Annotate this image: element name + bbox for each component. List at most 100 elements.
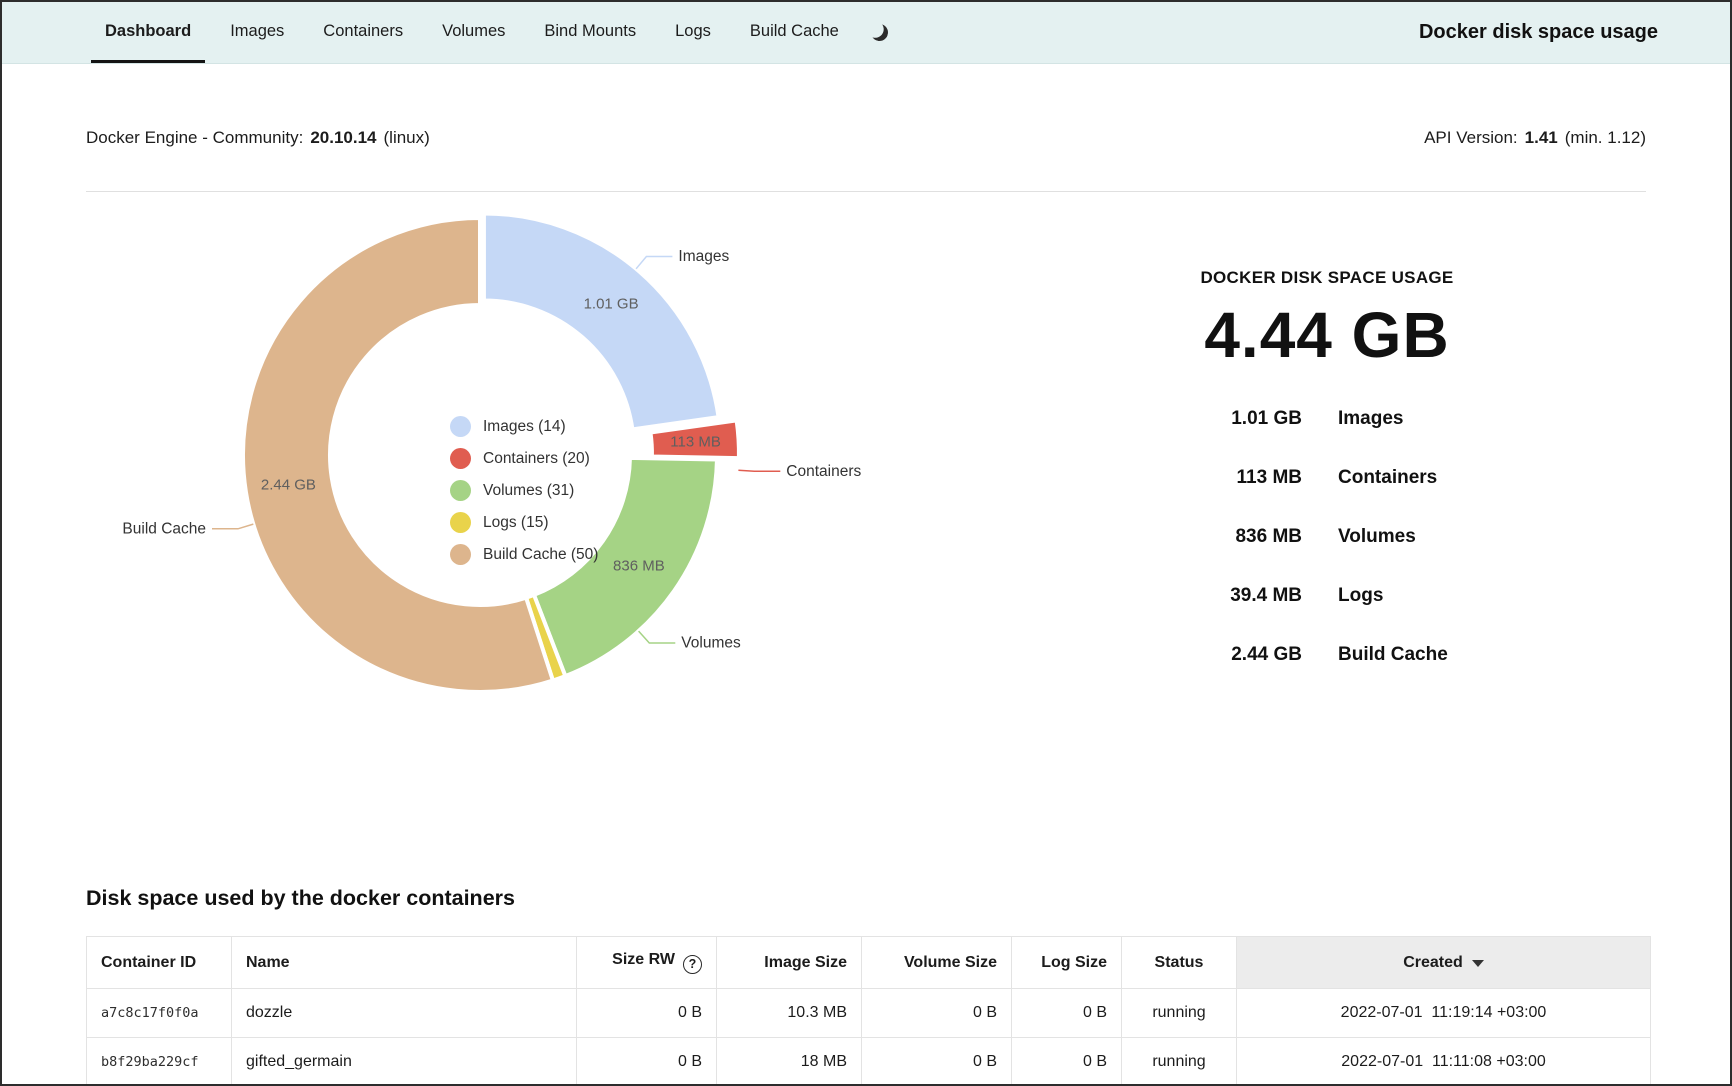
slice-size-label-build-cache: 2.44 GB xyxy=(261,477,316,494)
column-label: Size RW xyxy=(612,951,675,969)
api-version-label: API Version: xyxy=(1424,128,1518,147)
tab-logs[interactable]: Logs xyxy=(675,21,711,40)
legend-label: Logs (15) xyxy=(483,513,549,531)
summary-value: 113 MB xyxy=(1236,467,1302,488)
summary-value: 2.44 GB xyxy=(1231,644,1302,665)
cell-created: 2022-07-01 11:19:14 +03:00 xyxy=(1236,988,1651,1038)
summary-value: 1.01 GB xyxy=(1231,408,1302,429)
chart-legend: Images (14) Containers (20) Volumes (31) Lo… xyxy=(450,416,598,565)
cell-volume_size: 0 B xyxy=(861,1037,1012,1084)
slice-name-label-volumes: Volumes xyxy=(681,635,741,652)
api-version-info: API Version: 1.41 (min. 1.12) xyxy=(1424,128,1646,148)
sort-desc-icon xyxy=(1471,959,1484,967)
cell-container_id: a7c8c17f0f0a xyxy=(86,988,232,1038)
containers-table: Container ID Name Size RW? Image Size Volume… xyxy=(86,936,1651,1084)
legend-label: Images (14) xyxy=(483,417,566,435)
column-header-volume_size[interactable]: Volume Size xyxy=(861,936,1012,989)
summary-row-volumes: 836 MB Volumes xyxy=(1102,526,1552,548)
column-header-size_rw[interactable]: Size RW? xyxy=(576,936,717,989)
summary-label: Volumes xyxy=(1338,526,1416,547)
tab-build-cache[interactable]: Build Cache xyxy=(749,21,839,40)
api-version-value: 1.41 xyxy=(1524,128,1558,147)
column-header-status[interactable]: Status xyxy=(1121,936,1237,989)
legend-dot-images xyxy=(450,416,471,437)
slice-leader-line-build-cache xyxy=(212,523,254,530)
legend-label: Build Cache (50) xyxy=(483,545,599,563)
legend-dot-build-cache xyxy=(450,544,471,565)
cell-size_rw: 0 B xyxy=(576,988,717,1038)
column-header-container_id[interactable]: Container ID xyxy=(86,936,232,989)
table-header: Container ID Name Size RW? Image Size Volume… xyxy=(86,936,1651,989)
summary-value: 39.4 MB xyxy=(1230,585,1302,606)
cell-status: running xyxy=(1121,988,1237,1038)
tab-volumes[interactable]: Volumes xyxy=(442,21,506,40)
slice-leader-line-images xyxy=(635,255,673,270)
tab-images[interactable]: Images xyxy=(230,21,285,40)
summary-label: Build Cache xyxy=(1338,644,1448,665)
slice-name-label-containers: Containers xyxy=(786,463,861,480)
column-label: Log Size xyxy=(1041,953,1107,971)
legend-dot-containers xyxy=(450,448,471,469)
legend-item-build-cache[interactable]: Build Cache (50) xyxy=(450,544,598,565)
slice-size-label-containers: 113 MB xyxy=(670,433,721,450)
cell-status: running xyxy=(1121,1037,1237,1084)
donut-slice-build-cache[interactable] xyxy=(241,216,555,694)
column-label: Image Size xyxy=(764,953,847,971)
donut-slice-images[interactable] xyxy=(481,211,721,432)
cell-log_size: 0 B xyxy=(1011,988,1122,1038)
cell-volume_size: 0 B xyxy=(861,988,1012,1038)
engine-info-row: Docker Engine - Community: 20.10.14 (lin… xyxy=(86,128,1646,148)
summary-label: Logs xyxy=(1338,585,1384,606)
column-header-log_size[interactable]: Log Size xyxy=(1011,936,1122,989)
slice-leader-line-containers xyxy=(738,469,781,473)
page-title: Docker disk space usage xyxy=(1418,21,1658,43)
table-header-row: Container ID Name Size RW? Image Size Volume… xyxy=(86,936,1651,989)
slice-name-label-build-cache: Build Cache xyxy=(122,520,206,537)
column-header-image_size[interactable]: Image Size xyxy=(716,936,862,989)
legend-label: Containers (20) xyxy=(483,449,590,467)
legend-dot-volumes xyxy=(450,480,471,501)
cell-name: dozzle xyxy=(231,988,577,1038)
moon-icon xyxy=(869,22,890,43)
column-label: Volume Size xyxy=(903,953,997,971)
cell-container_id: b8f29ba229cf xyxy=(86,1037,232,1084)
cell-size_rw: 0 B xyxy=(576,1037,717,1084)
theme-toggle-button[interactable] xyxy=(871,2,888,63)
slice-size-label-images: 1.01 GB xyxy=(584,296,639,313)
legend-dot-logs xyxy=(450,512,471,533)
tab-bind-mounts[interactable]: Bind Mounts xyxy=(544,21,637,40)
nav-tabs: Dashboard Images Containers Volumes Bind Mou… xyxy=(2,2,853,63)
api-version-min: (min. 1.12) xyxy=(1564,128,1646,147)
legend-item-images[interactable]: Images (14) xyxy=(450,416,598,437)
disk-usage-summary: DOCKER DISK SPACE USAGE 4.44 GB 1.01 GB I… xyxy=(1102,268,1552,666)
tab-containers[interactable]: Containers xyxy=(323,21,404,40)
donut-chart: 1.01 GB Images 113 MB Containers 836 MB Volum… xyxy=(122,211,862,694)
legend-label: Volumes (31) xyxy=(483,481,575,499)
help-icon[interactable]: ? xyxy=(683,954,702,974)
top-navigation: Dashboard Images Containers Volumes Bind Mou… xyxy=(2,2,1730,64)
column-label: Status xyxy=(1154,953,1204,971)
summary-row-build-cache: 2.44 GB Build Cache xyxy=(1102,644,1552,666)
engine-version: 20.10.14 xyxy=(310,128,377,147)
legend-item-volumes[interactable]: Volumes (31) xyxy=(450,480,598,501)
engine-info: Docker Engine - Community: 20.10.14 (lin… xyxy=(86,128,430,148)
summary-row-images: 1.01 GB Images xyxy=(1102,408,1552,430)
legend-item-logs[interactable]: Logs (15) xyxy=(450,512,598,533)
cell-image_size: 10.3 MB xyxy=(716,988,862,1038)
cell-log_size: 0 B xyxy=(1011,1037,1122,1084)
engine-platform: (linux) xyxy=(383,128,430,147)
engine-label: Docker Engine - Community: xyxy=(86,128,304,147)
section-divider xyxy=(86,191,1646,192)
slice-name-label-images: Images xyxy=(678,248,729,265)
column-header-created[interactable]: Created xyxy=(1236,936,1651,989)
summary-rows: 1.01 GB Images 113 MB Containers 836 MB Volum… xyxy=(1102,408,1552,666)
cell-created: 2022-07-01 11:11:08 +03:00 xyxy=(1236,1037,1651,1084)
summary-label: Images xyxy=(1338,408,1404,429)
legend-item-containers[interactable]: Containers (20) xyxy=(450,448,598,469)
column-header-name[interactable]: Name xyxy=(231,936,577,989)
tab-dashboard[interactable]: Dashboard xyxy=(91,2,206,63)
